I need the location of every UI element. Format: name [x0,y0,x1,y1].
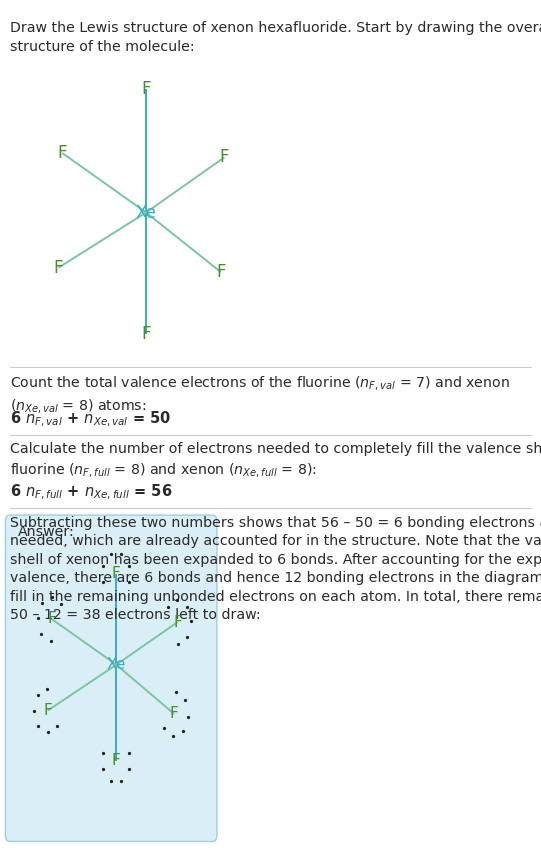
Text: Count the total valence electrons of the fluorine ($n_{F,val}$ = 7) and xenon
($: Count the total valence electrons of the… [10,374,510,415]
Text: F: F [112,753,121,768]
Text: F: F [170,706,179,722]
Text: F: F [43,703,52,718]
Text: F: F [112,566,121,581]
Text: F: F [141,325,151,343]
Text: F: F [54,258,63,277]
Text: 6 $n_{F,full}$ + $n_{Xe,full}$ = 56: 6 $n_{F,full}$ + $n_{Xe,full}$ = 56 [10,483,172,502]
Text: F: F [57,144,67,162]
Text: F: F [173,615,182,630]
Text: F: F [216,263,226,281]
Text: 6 $n_{F,val}$ + $n_{Xe,val}$ = 50: 6 $n_{F,val}$ + $n_{Xe,val}$ = 50 [10,410,171,429]
Text: F: F [220,148,229,167]
Text: Xe: Xe [107,657,126,672]
Text: Calculate the number of electrons needed to completely fill the valence shells f: Calculate the number of electrons needed… [10,442,541,479]
Text: F: F [141,80,151,99]
FancyBboxPatch shape [5,515,217,842]
Text: Subtracting these two numbers shows that 56 – 50 = 6 bonding electrons are
neede: Subtracting these two numbers shows that… [10,516,541,622]
Text: F: F [47,611,56,626]
Text: Draw the Lewis structure of xenon hexafluoride. Start by drawing the overall
str: Draw the Lewis structure of xenon hexafl… [10,21,541,54]
Text: Xe: Xe [136,203,156,222]
Text: Answer:: Answer: [18,525,75,539]
